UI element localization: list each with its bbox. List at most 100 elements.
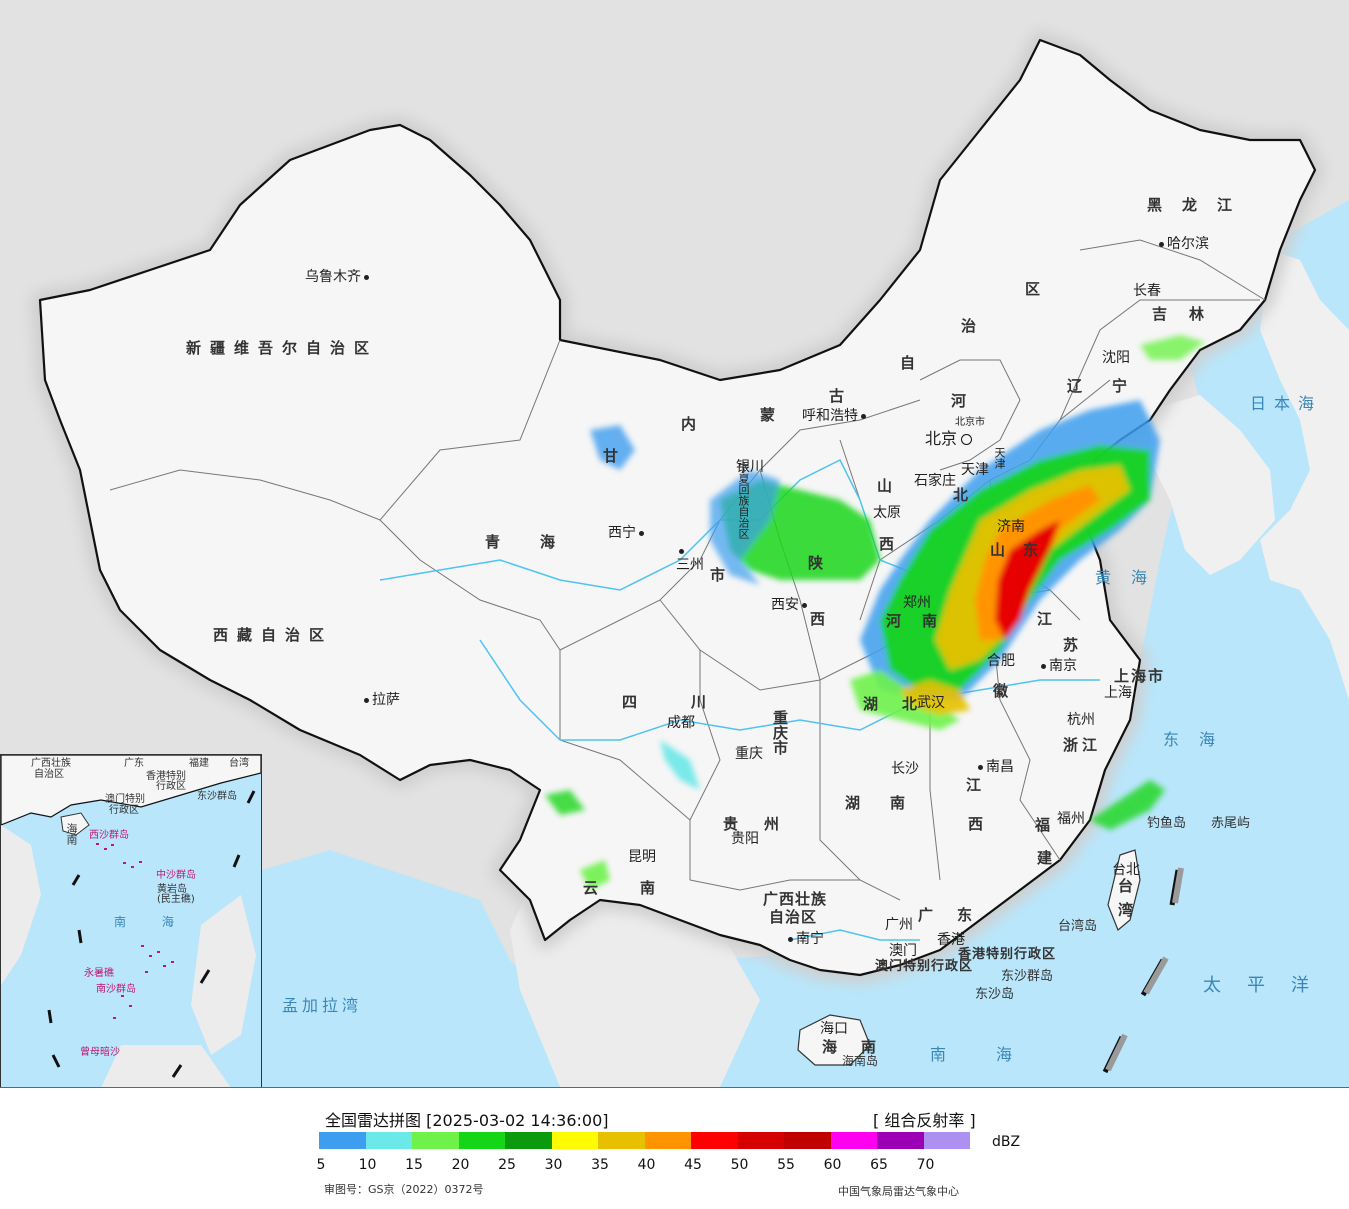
sea-yellow: 黄海: [1095, 568, 1168, 587]
korea: [1150, 395, 1275, 575]
sea-bengal: 孟加拉湾: [282, 996, 363, 1015]
echo-red-ne: [995, 520, 1060, 640]
province-hubei-2: 北: [902, 695, 918, 713]
japan: [1260, 250, 1349, 700]
province-taiwan-1: 台: [1118, 877, 1134, 895]
inset-yongshu: 永暑礁: [84, 968, 114, 979]
inset-huangyan-2: (民主礁): [157, 894, 195, 905]
province-hubei-1: 湖: [863, 695, 879, 713]
city-zhengzhou: 郑州: [903, 595, 931, 611]
inset-zengmu: 曾母暗沙: [80, 1047, 120, 1058]
tick-label: 20: [451, 1157, 470, 1173]
inset-indochina: [1, 825, 41, 985]
province-chongqing: 重庆市: [771, 710, 789, 755]
echo-liaoning: [1140, 335, 1205, 360]
inset-guangxi: 广西壮族: [31, 758, 71, 769]
color-swatch-8: [691, 1132, 738, 1149]
province-henan-1: 河: [886, 612, 902, 630]
tick-label: 55: [777, 1157, 795, 1173]
sea-south: 南海: [930, 1045, 1063, 1064]
map-canvas: [31, 31, 1349, 1087]
city-haikou: 海口: [820, 1021, 848, 1037]
province-henan-2: 南: [922, 612, 938, 630]
province-anhui: 徽: [993, 682, 1009, 700]
city-kunming: 昆明: [628, 849, 656, 865]
inset-guangxi-2: 自治区: [34, 769, 64, 780]
south-china-sea-inset: 广西壮族 自治区 广东 福建 台湾 香港特别 行政区 澳门特别 行政区 东沙群岛…: [0, 754, 262, 1087]
echo-fujian: [1090, 780, 1165, 830]
province-yunnan-2: 南: [640, 879, 656, 897]
province-beijing: 北京市: [955, 417, 985, 428]
city-shanghai: 上海: [1104, 685, 1132, 701]
city-xining: 西宁: [608, 526, 647, 540]
province-shaanxi-2: 西: [810, 610, 826, 628]
color-scale: [319, 1132, 970, 1149]
province-tianjin: 天津: [993, 447, 1006, 469]
inset-hk-2: 行政区: [156, 781, 186, 792]
city-wuhan: 武汉: [917, 695, 945, 711]
city-changsha: 长沙: [891, 761, 919, 777]
city-nanning: 南宁: [785, 932, 824, 946]
color-swatch-7: [644, 1132, 691, 1149]
province-gansu: 甘: [603, 447, 619, 465]
province-sichuan: 四川: [622, 693, 761, 711]
city-lanzhou: 三州: [676, 544, 704, 572]
radar-map[interactable]: 新疆维吾尔自治区 西藏自治区 青海 甘 市 内 蒙 古 自 治 区 黑龙江 吉林…: [0, 0, 1349, 1087]
city-hongkong: 香港: [937, 932, 965, 948]
province-nmg-2: 蒙: [760, 406, 776, 424]
inset-hk: 香港特别: [146, 771, 186, 782]
sea-east: 东海: [1163, 730, 1236, 749]
province-heilongjiang: 黑龙江: [1147, 196, 1253, 214]
city-yinchuan: 银川: [736, 459, 764, 475]
province-hainan: 海南: [822, 1038, 901, 1056]
city-fuzhou: 福州: [1057, 811, 1085, 827]
tick-label: 5: [316, 1157, 326, 1173]
city-hohhot: 呼和浩特: [802, 409, 869, 423]
tick-label: 35: [591, 1157, 609, 1173]
city-changchun: 长春: [1133, 283, 1161, 299]
city-beijing: 北京: [925, 431, 973, 447]
inset-taiwan: 台湾: [229, 758, 249, 769]
city-taiyuan: 太原: [873, 505, 901, 521]
tick-label: 10: [358, 1157, 377, 1173]
echo-blue-gansu: [590, 425, 635, 470]
inset-fujian: 福建: [189, 758, 209, 769]
province-zhejiang: 浙江: [1063, 736, 1102, 754]
city-taipei: 台北: [1112, 862, 1140, 878]
color-swatch-11: [830, 1132, 877, 1149]
echo-green-hubei: [850, 670, 960, 730]
province-borders: [109, 239, 1266, 901]
inset-macau-2: 行政区: [109, 805, 139, 816]
region-hk: 香港特别行政区: [958, 947, 1057, 962]
province-jiangxi-2: 西: [968, 815, 984, 833]
color-swatch-9: [737, 1132, 784, 1149]
province-nmg-1: 内: [681, 415, 697, 433]
province-fujian-1: 福: [1035, 816, 1051, 834]
province-jiangxi-1: 江: [966, 776, 982, 794]
tick-label: 15: [405, 1157, 423, 1173]
inset-canvas: [1, 755, 261, 1087]
color-swatch-0: [319, 1132, 366, 1149]
inset-macau: 澳门特别: [105, 794, 145, 805]
province-shanxi-2: 西: [879, 535, 895, 553]
color-swatch-13: [923, 1132, 970, 1149]
tick-label: 40: [637, 1157, 656, 1173]
bay-of-bengal: [262, 850, 560, 1087]
inset-south-sea: 南 海: [114, 915, 190, 929]
province-qinghai: 青海: [485, 533, 596, 551]
tick-label: 60: [823, 1157, 842, 1173]
province-guangxi-1: 广西壮族: [763, 890, 828, 908]
province-guangxi-2: 自治区: [769, 908, 818, 926]
inset-xisha: 西沙群岛: [89, 830, 129, 841]
island-dongsha-dao: 东沙岛: [975, 987, 1015, 1002]
province-hunan: 湖南: [845, 794, 936, 812]
province-ningxia: 宁夏回族自治区: [737, 462, 750, 539]
province-nmg-3: 古: [829, 387, 845, 405]
inset-borneo: [101, 1045, 231, 1087]
echo-yellow-hubei: [900, 680, 970, 715]
echo-blue-north: [710, 470, 780, 585]
unit-label: dBZ: [992, 1134, 1021, 1150]
city-nanchang: 南昌: [975, 760, 1014, 774]
province-nmg-6: 区: [1025, 280, 1041, 298]
province-hebei-2: 北: [953, 486, 969, 504]
